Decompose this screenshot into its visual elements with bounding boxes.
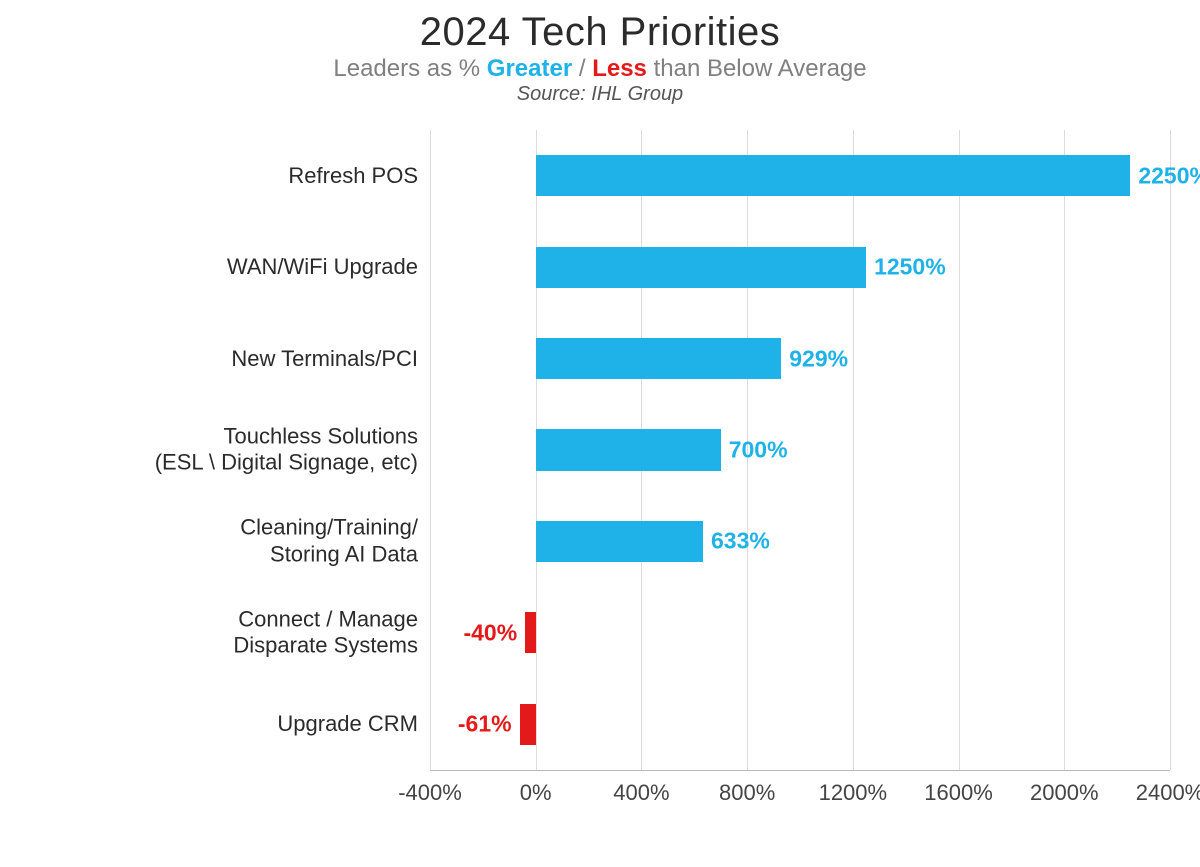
subtitle-sep: / xyxy=(572,55,592,82)
value-label: 929% xyxy=(789,345,848,372)
bar xyxy=(525,612,536,653)
x-axis-tick-label: 2400% xyxy=(1136,780,1200,806)
category-label: Cleaning/Training/ Storing AI Data xyxy=(240,515,430,568)
value-label: -61% xyxy=(458,711,512,738)
bar xyxy=(536,521,703,562)
category-label: Touchless Solutions (ESL \ Digital Signa… xyxy=(155,424,430,477)
x-axis-tick-label: 0% xyxy=(520,780,552,806)
subtitle-prefix: Leaders as % xyxy=(333,55,486,82)
bar-row: New Terminals/PCI929% xyxy=(430,338,1170,379)
plot-area: -400%0%400%800%1200%1600%2000%2400%Refre… xyxy=(430,130,1170,810)
category-label: Refresh POS xyxy=(288,163,430,189)
category-label: Upgrade CRM xyxy=(277,711,430,737)
bar-row: Refresh POS2250% xyxy=(430,155,1170,196)
x-axis-tick-label: 1200% xyxy=(819,780,888,806)
titles-block: 2024 Tech Priorities Leaders as % Greate… xyxy=(20,10,1180,106)
bar-row: Connect / Manage Disparate Systems-40% xyxy=(430,612,1170,653)
subtitle-suffix: than Below Average xyxy=(647,55,867,82)
bar xyxy=(536,338,782,379)
x-axis-line xyxy=(430,770,1170,771)
x-axis-tick-label: 1600% xyxy=(924,780,993,806)
chart-source: Source: IHL Group xyxy=(20,83,1180,106)
bar xyxy=(520,704,536,745)
subtitle-greater: Greater xyxy=(487,55,572,82)
chart-title: 2024 Tech Priorities xyxy=(20,10,1180,55)
bar-row: Upgrade CRM-61% xyxy=(430,704,1170,745)
x-axis-tick-label: -400% xyxy=(398,780,462,806)
chart-container: 2024 Tech Priorities Leaders as % Greate… xyxy=(0,0,1200,867)
value-label: -40% xyxy=(463,619,517,646)
bar xyxy=(536,247,866,288)
bar-row: Touchless Solutions (ESL \ Digital Signa… xyxy=(430,429,1170,470)
bar-row: Cleaning/Training/ Storing AI Data633% xyxy=(430,521,1170,562)
value-label: 700% xyxy=(729,436,788,463)
category-label: WAN/WiFi Upgrade xyxy=(227,254,430,280)
category-label: New Terminals/PCI xyxy=(231,345,430,371)
bar xyxy=(536,155,1131,196)
category-label: Connect / Manage Disparate Systems xyxy=(233,606,430,659)
gridline xyxy=(1170,130,1171,770)
value-label: 1250% xyxy=(874,254,946,281)
subtitle-less: Less xyxy=(592,55,647,82)
bar xyxy=(536,429,721,470)
value-label: 633% xyxy=(711,528,770,555)
x-axis-tick-label: 400% xyxy=(613,780,669,806)
value-label: 2250% xyxy=(1138,162,1200,189)
chart-subtitle: Leaders as % Greater / Less than Below A… xyxy=(20,55,1180,83)
x-axis-tick-label: 2000% xyxy=(1030,780,1099,806)
bar-row: WAN/WiFi Upgrade1250% xyxy=(430,247,1170,288)
x-axis-tick-label: 800% xyxy=(719,780,775,806)
